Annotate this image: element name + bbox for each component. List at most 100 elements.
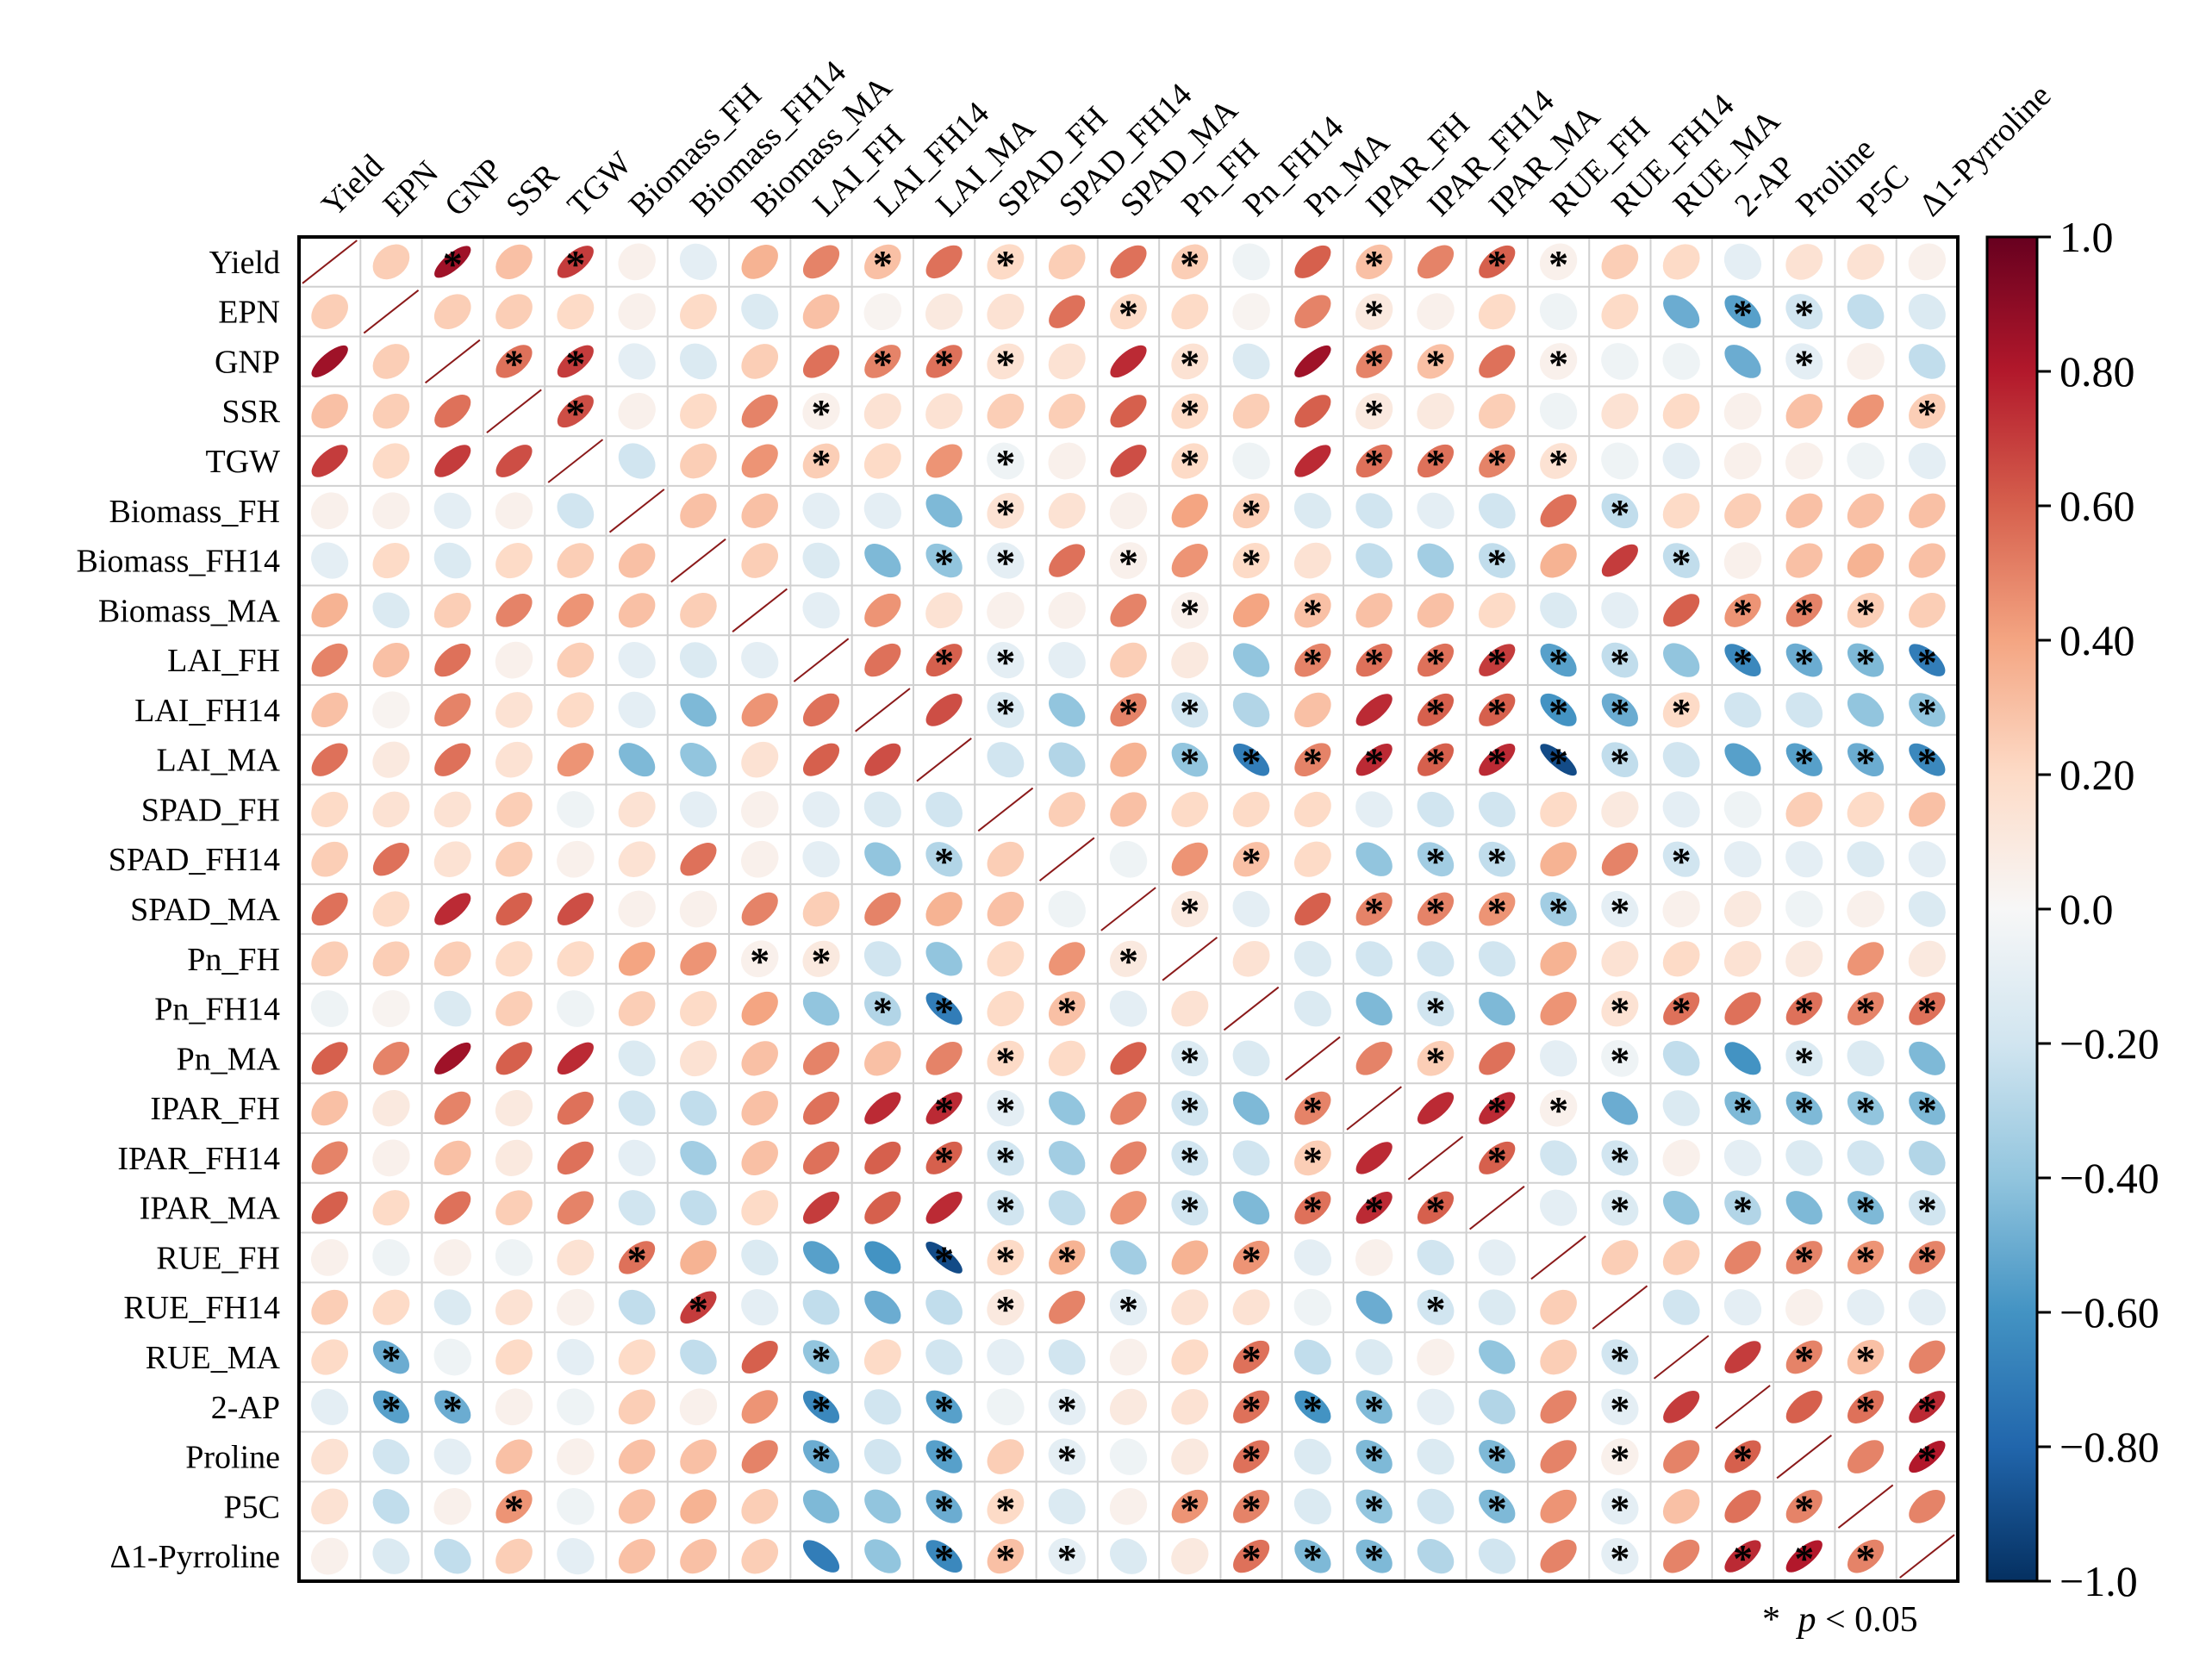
correlation-ellipse bbox=[1355, 1142, 1393, 1174]
correlation-ellipse bbox=[1723, 392, 1762, 430]
correlation-ellipse bbox=[802, 542, 840, 579]
column-label: GNP bbox=[438, 152, 509, 223]
row-label: Yield bbox=[209, 245, 280, 281]
correlation-ellipse bbox=[679, 243, 718, 280]
significance-marker: * bbox=[565, 341, 585, 385]
significance-marker: * bbox=[1733, 640, 1753, 684]
correlation-ellipse bbox=[1171, 692, 1209, 728]
correlation-ellipse bbox=[925, 592, 963, 629]
correlation-ellipse bbox=[618, 890, 656, 928]
colorbar-tick-label: −0.60 bbox=[2059, 1288, 2159, 1336]
correlation-ellipse bbox=[1232, 493, 1270, 529]
correlation-ellipse bbox=[741, 693, 778, 727]
row-label: LAI_FH14 bbox=[134, 693, 280, 729]
correlation-ellipse bbox=[1785, 1191, 1823, 1225]
colorbar-tick-label: 0.0 bbox=[2059, 885, 2114, 933]
correlation-ellipse bbox=[1601, 693, 1638, 727]
correlation-ellipse bbox=[1539, 1040, 1578, 1077]
significance-marker: * bbox=[1242, 1536, 1262, 1580]
correlation-ellipse bbox=[741, 791, 779, 828]
correlation-ellipse bbox=[1294, 245, 1331, 278]
correlation-ellipse bbox=[372, 691, 410, 729]
correlation-ellipse bbox=[1662, 1289, 1700, 1325]
correlation-ellipse bbox=[1478, 1289, 1516, 1326]
correlation-ellipse bbox=[434, 246, 471, 278]
correlation-ellipse bbox=[680, 1190, 717, 1226]
correlation-ellipse bbox=[1847, 592, 1885, 628]
correlation-ellipse bbox=[802, 1289, 840, 1325]
significance-marker: * bbox=[1610, 989, 1629, 1033]
correlation-ellipse bbox=[1785, 394, 1823, 429]
correlation-ellipse bbox=[864, 892, 901, 926]
correlation-ellipse bbox=[1662, 692, 1700, 728]
correlation-ellipse bbox=[1109, 1388, 1148, 1425]
correlation-ellipse bbox=[311, 743, 348, 776]
correlation-ellipse bbox=[1909, 644, 1946, 676]
significance-marker: * bbox=[1303, 590, 1323, 634]
significance-marker: * bbox=[1610, 1437, 1629, 1481]
correlation-ellipse bbox=[1171, 1090, 1209, 1126]
correlation-ellipse bbox=[1540, 791, 1577, 828]
correlation-ellipse bbox=[1479, 1141, 1516, 1174]
correlation-ellipse bbox=[1847, 1191, 1885, 1225]
correlation-ellipse bbox=[1417, 1488, 1455, 1524]
correlation-ellipse bbox=[925, 1489, 963, 1523]
correlation-ellipse bbox=[802, 443, 840, 479]
correlation-ellipse bbox=[1110, 693, 1147, 727]
correlation-ellipse bbox=[1294, 445, 1331, 477]
significance-marker: * bbox=[1917, 1088, 1937, 1132]
correlation-ellipse bbox=[372, 1538, 410, 1574]
correlation-ellipse bbox=[1294, 395, 1331, 428]
correlation-ellipse bbox=[1355, 1440, 1393, 1474]
diagonal-line bbox=[916, 737, 972, 782]
significance-marker: * bbox=[1548, 341, 1568, 385]
correlation-ellipse bbox=[1724, 1490, 1761, 1523]
correlation-ellipse bbox=[1109, 1438, 1148, 1475]
correlation-ellipse bbox=[1417, 892, 1455, 926]
correlation-ellipse bbox=[557, 1191, 594, 1225]
correlation-ellipse bbox=[1662, 941, 1700, 977]
correlation-ellipse bbox=[1908, 940, 1946, 977]
significance-marker: * bbox=[1917, 740, 1937, 784]
correlation-ellipse bbox=[1171, 244, 1209, 280]
correlation-ellipse bbox=[1847, 1289, 1885, 1326]
correlation-ellipse bbox=[311, 841, 348, 877]
correlation-ellipse bbox=[1417, 941, 1455, 977]
significance-marker: * bbox=[1672, 541, 1692, 585]
correlation-ellipse bbox=[1355, 493, 1393, 529]
correlation-ellipse bbox=[863, 443, 901, 479]
correlation-ellipse bbox=[1662, 890, 1700, 928]
correlation-ellipse bbox=[802, 345, 840, 378]
correlation-ellipse bbox=[372, 1390, 409, 1423]
correlation-ellipse bbox=[1601, 940, 1639, 977]
significance-marker: * bbox=[1794, 640, 1814, 684]
correlation-ellipse bbox=[1601, 1538, 1639, 1575]
correlation-ellipse bbox=[741, 1538, 779, 1574]
correlation-ellipse bbox=[618, 343, 656, 380]
correlation-ellipse bbox=[802, 940, 840, 977]
row-label: Δ1-Pyrroline bbox=[109, 1539, 280, 1575]
correlation-ellipse bbox=[1601, 791, 1639, 828]
correlation-ellipse bbox=[1479, 1340, 1516, 1374]
correlation-ellipse bbox=[1355, 1290, 1393, 1324]
column-labels: YieldEPNGNPSSRTGWBiomass_FHBiomass_FH14B… bbox=[315, 53, 2058, 223]
correlation-ellipse bbox=[1847, 890, 1885, 928]
correlation-ellipse bbox=[618, 243, 656, 281]
significance-marker: * bbox=[1794, 1337, 1814, 1381]
correlation-ellipse bbox=[741, 293, 779, 330]
significance-marker: * bbox=[1118, 541, 1138, 585]
correlation-ellipse bbox=[1785, 643, 1823, 677]
correlation-ellipse bbox=[1847, 543, 1885, 578]
correlation-ellipse bbox=[310, 990, 349, 1027]
significance-marker: * bbox=[1242, 491, 1262, 535]
significance-marker: * bbox=[1487, 640, 1507, 684]
significance-marker: * bbox=[1548, 640, 1568, 684]
significance-marker: * bbox=[1733, 1536, 1753, 1580]
diagonal-line bbox=[1837, 1484, 1894, 1529]
correlation-ellipse bbox=[1479, 892, 1516, 926]
correlation-ellipse bbox=[557, 593, 594, 627]
row-label: Biomass_FH14 bbox=[77, 544, 280, 580]
correlation-ellipse bbox=[925, 892, 963, 926]
significance-footnote: * p < 0.05 bbox=[1762, 1600, 1918, 1640]
significance-marker: * bbox=[1242, 1237, 1262, 1281]
